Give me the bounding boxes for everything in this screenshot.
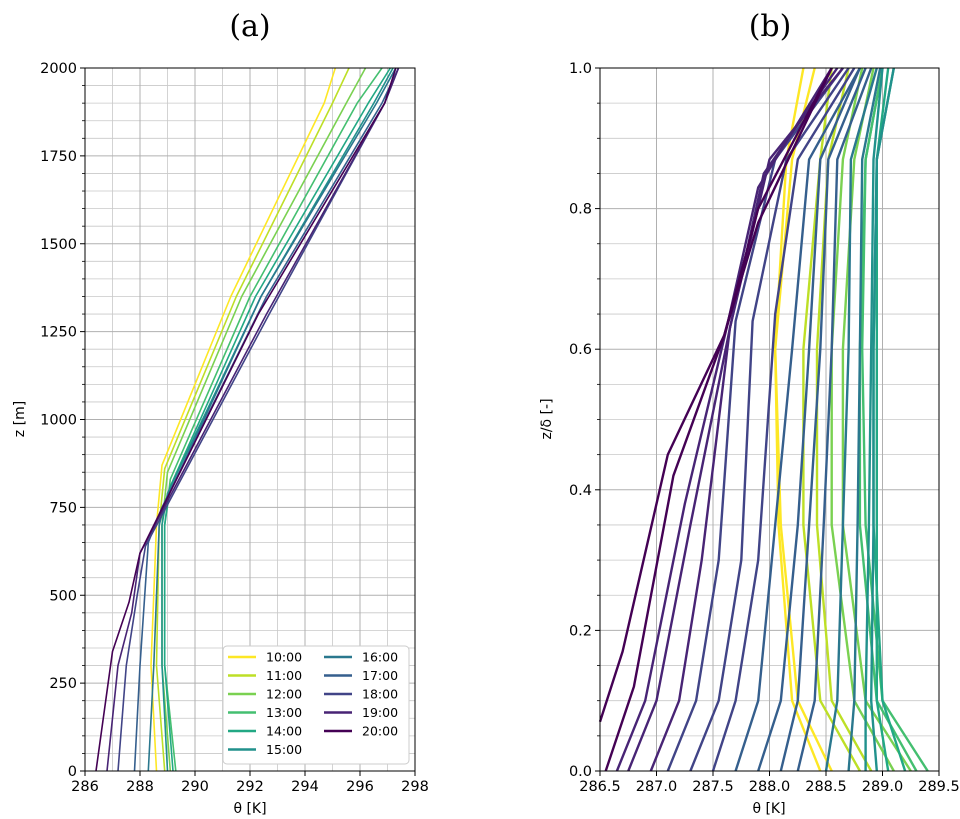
series-line-1800 [711,67,856,772]
panel-a: (a) 286 288 290 292 294 296 298 0 250 500 750 1000 1… [12,9,429,817]
series-line-1900 [649,67,844,772]
y-tick-label: 2000 [40,61,77,77]
series-line-1600 [847,67,882,772]
x-tick-label: 290 [181,779,209,795]
panel-b-xlabel: θ [K] [752,801,785,817]
panel-a-lines [95,67,400,772]
y-tick-label: 0.6 [569,342,592,358]
legend-label: 14:00 [266,724,302,739]
legend-label: 19:00 [362,705,398,720]
x-tick-label: 288.5 [805,779,847,795]
panel-a-ylabel: z [m] [12,401,28,437]
x-tick-label: 289.0 [862,779,904,795]
series-line-1700 [779,67,867,772]
y-tick-label: 0 [68,764,77,780]
legend-label: 10:00 [266,650,302,665]
series-line-2000 [95,67,397,772]
series-line-1900 [627,67,839,772]
x-tick-label: 292 [236,779,264,795]
series-line-1100 [155,67,350,772]
x-tick-label: 296 [346,779,374,795]
y-tick-label: 250 [49,676,77,692]
y-tick-label: 0.4 [569,483,592,499]
panel-b-grid [599,67,940,772]
panel-a-title: (a) [229,9,270,44]
series-line-1500 [870,67,895,772]
x-tick-label: 286 [71,779,99,795]
series-line-1900 [615,67,833,772]
y-tick-label: 1750 [40,149,77,165]
series-line-2000 [604,67,833,772]
panel-a-ticks: 286 288 290 292 294 296 298 0 250 500 750 1000 1250 1… [40,61,429,795]
panel-b-lines [598,67,929,772]
panel-b: (b) 286.5 287.0 287.5 288.0 288.5 289.0 289.5 0… [539,9,960,817]
series-line-1200 [830,67,895,772]
series-line-1600 [824,67,878,772]
x-tick-label: 288 [126,779,154,795]
series-line-1100 [815,67,873,772]
legend-label: 12:00 [266,687,302,702]
x-tick-label: 286.5 [579,779,621,795]
x-tick-label: 287.0 [636,779,678,795]
y-tick-label: 500 [49,588,77,604]
legend-label: 15:00 [266,742,302,757]
panel-b-ylabel: z/δ [-] [539,398,555,439]
legend-label: 11:00 [266,668,302,683]
legend-box [222,645,410,765]
y-tick-label: 0.8 [569,202,592,218]
panel-a-xlabel: θ [K] [233,801,266,817]
x-tick-label: 294 [291,779,319,795]
y-tick-label: 1250 [40,325,77,341]
y-tick-label: 1500 [40,237,77,253]
x-tick-label: 289.5 [918,779,960,795]
series-line-1000 [150,67,337,772]
series-line-1700 [734,67,861,772]
y-tick-label: 0.2 [569,623,592,639]
legend-label: 18:00 [362,687,398,702]
series-line-1700 [757,67,862,772]
y-tick-label: 1.0 [569,61,592,77]
legend-label: 17:00 [362,668,398,683]
y-tick-label: 0.0 [569,764,592,780]
legend-label: 16:00 [362,650,398,665]
legend-label: 13:00 [266,705,302,720]
y-tick-label: 750 [49,500,77,516]
series-line-2000 [598,67,833,723]
x-tick-label: 288.0 [749,779,791,795]
y-tick-label: 1000 [40,413,77,429]
panel-b-title: (b) [749,9,792,44]
series-line-1500 [864,67,884,771]
series-line-1500 [161,67,394,772]
series-line-1800 [666,67,844,772]
legend-label: 20:00 [362,724,398,739]
panel-b-ticks: 286.5 287.0 287.5 288.0 288.5 289.0 289.5 0.0 0.… [569,61,960,795]
panel-a-legend: 10:00 11:00 12:00 13:00 14:00 15:00 16:00 17:00… [222,645,410,765]
x-tick-label: 287.5 [692,779,734,795]
series-line-1700 [796,67,873,772]
x-tick-label: 298 [401,779,429,795]
